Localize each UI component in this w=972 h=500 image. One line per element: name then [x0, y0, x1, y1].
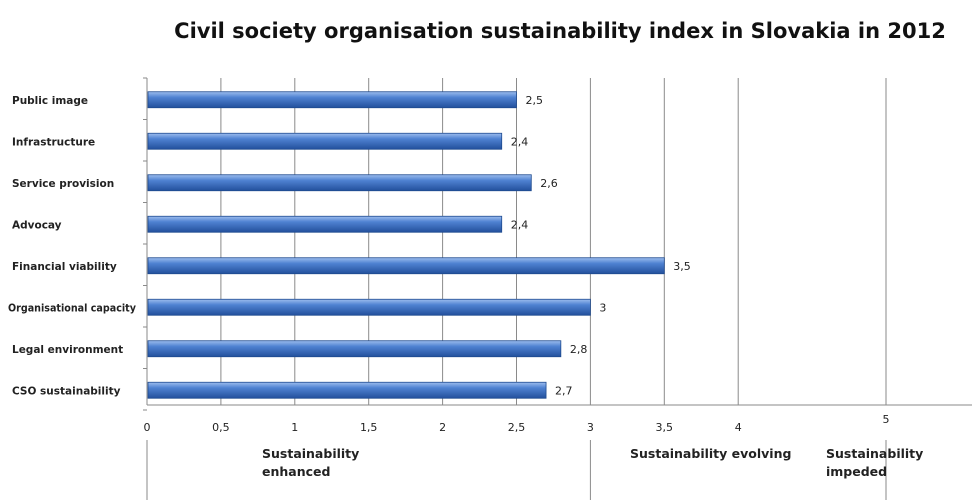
x-tick-label: 4	[735, 421, 742, 434]
data-label: 2,4	[511, 218, 528, 231]
bar	[147, 215, 503, 233]
x-tick-label: 3,5	[656, 421, 674, 434]
data-label: 2,6	[540, 177, 558, 190]
category-label: Advocay	[12, 219, 62, 231]
x-tick-label: 1,5	[360, 421, 378, 434]
band-label: Sustainability	[826, 446, 923, 461]
bar	[147, 132, 503, 150]
x-tick-label: 0	[144, 421, 151, 434]
data-label: 2,7	[555, 384, 573, 397]
band-label: enhanced	[262, 464, 330, 479]
category-label: Financial viability	[12, 261, 117, 273]
band-label: impeded	[826, 464, 887, 479]
x-tick-label: 2	[439, 421, 446, 434]
chart-title: Civil society organisation sustainabilit…	[174, 19, 946, 43]
band-label: Sustainability	[262, 446, 359, 461]
x-tick-label: 5	[883, 413, 890, 426]
category-label: Public image	[12, 95, 88, 107]
bar	[147, 298, 591, 316]
category-label: Service provision	[12, 178, 114, 190]
bar	[147, 381, 547, 399]
x-tick-label: 0,5	[212, 421, 230, 434]
data-label: 3,5	[673, 260, 691, 273]
x-tick-label: 3	[587, 421, 594, 434]
category-label: Infrastructure	[12, 136, 95, 148]
data-label: 2,8	[570, 343, 588, 356]
category-label: Legal environment	[12, 344, 123, 356]
data-label: 2,5	[526, 94, 544, 107]
data-label: 3	[599, 301, 606, 314]
bar	[147, 257, 665, 275]
bar	[147, 340, 562, 358]
category-label: CSO sustainability	[12, 385, 121, 397]
x-tick-label: 2,5	[508, 421, 526, 434]
bar	[147, 91, 517, 109]
category-label: Organisational capacity	[8, 302, 136, 314]
bar	[147, 174, 532, 192]
data-label: 2,4	[511, 135, 528, 148]
x-tick-label: 1	[291, 421, 298, 434]
band-label: Sustainability evolving	[630, 446, 791, 461]
